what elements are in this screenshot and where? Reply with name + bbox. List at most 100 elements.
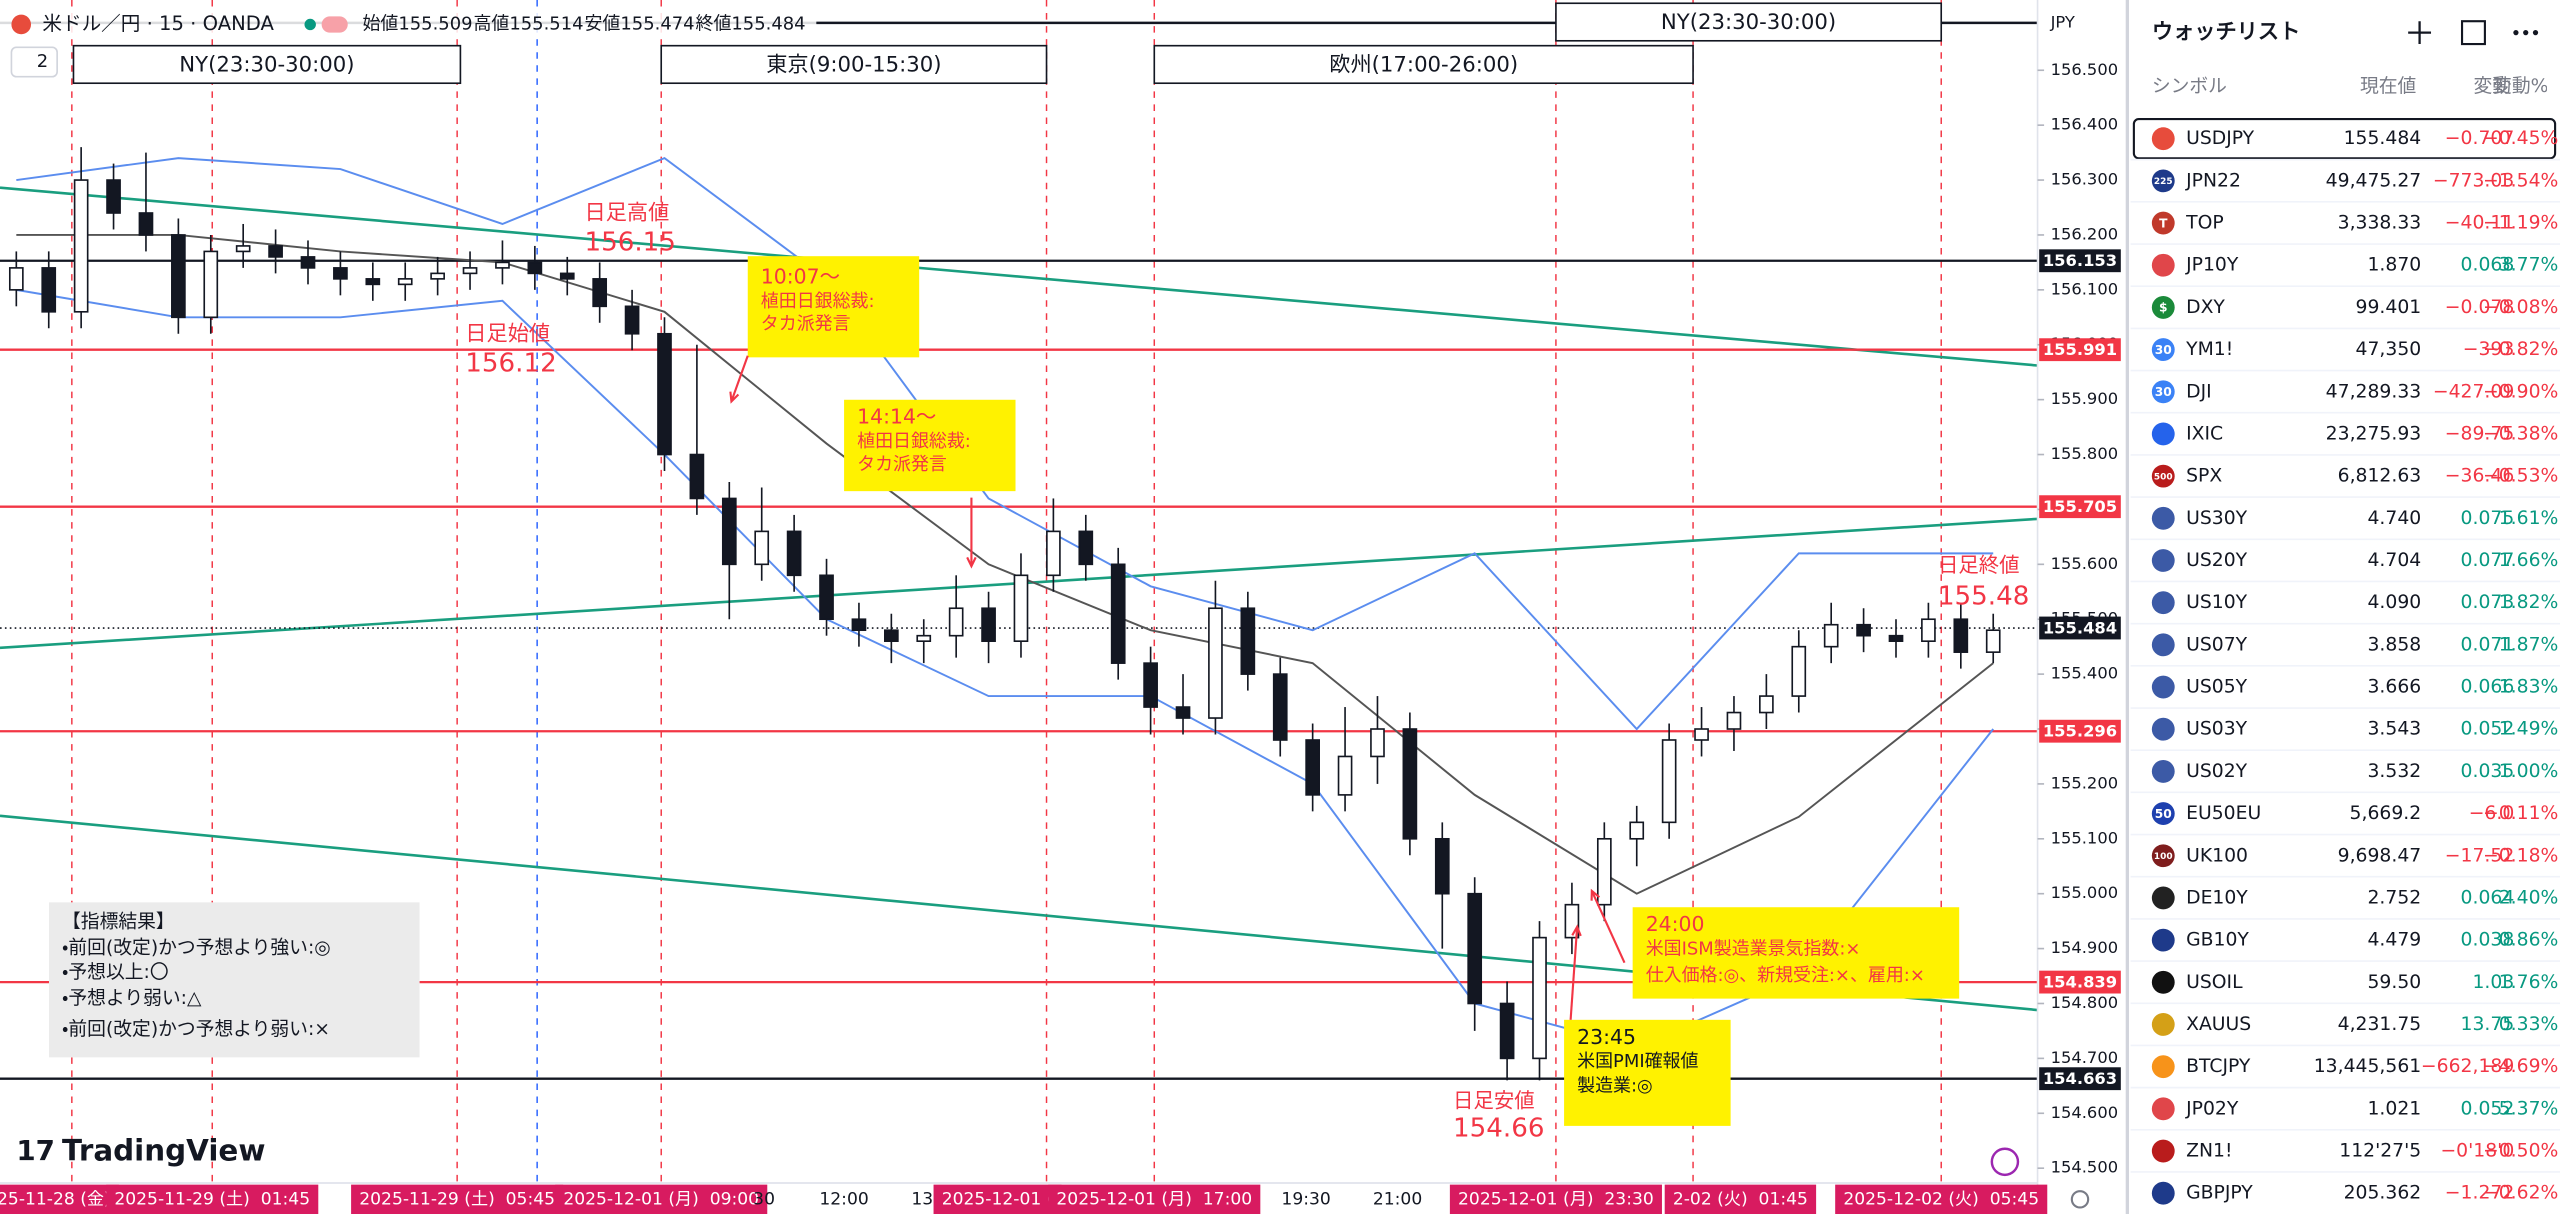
badge-text: 100 (2154, 852, 2173, 862)
symbol[interactable]: GBPJPY (2186, 1183, 2253, 1204)
symbol-badge[interactable] (2151, 127, 2175, 151)
candle-body (1402, 728, 1418, 840)
annotation-text: 日足安値 (1453, 1088, 1535, 1112)
symbol[interactable]: IXIC (2186, 423, 2223, 444)
price: 3.532 (2367, 761, 2421, 782)
annotation-box (1564, 1019, 1731, 1126)
symbol-badge[interactable] (2151, 253, 2175, 277)
candle-body (1110, 563, 1126, 664)
symbol-badge[interactable] (2151, 380, 2175, 404)
change-percent: 1.87% (2499, 634, 2559, 655)
symbol[interactable]: US03Y (2186, 719, 2248, 740)
symbol[interactable]: SPX (2186, 466, 2222, 487)
symbol-badge[interactable] (2151, 506, 2175, 530)
symbol[interactable]: XAUUS (2186, 1014, 2251, 1035)
price: 5,669.2 (2350, 803, 2422, 824)
note-line: ・前回(改定)かつ予想より弱い:× (62, 1018, 330, 1040)
symbol[interactable]: DE10Y (2186, 887, 2248, 908)
symbol-badge[interactable] (2151, 717, 2175, 741)
y-tick-label: 155.900 (2051, 389, 2118, 408)
symbol[interactable]: US30Y (2186, 508, 2248, 529)
symbol[interactable]: USOIL (2186, 972, 2243, 993)
price: 9,698.47 (2338, 845, 2422, 866)
layers-button[interactable] (10, 46, 58, 78)
symbol[interactable]: US02Y (2186, 761, 2248, 782)
symbol-badge[interactable] (2151, 759, 2175, 783)
ohlc-value: 終値155.484 (696, 13, 806, 34)
symbol[interactable]: EU50EU (2186, 803, 2261, 824)
symbol-badge[interactable] (2151, 970, 2175, 994)
more-icon[interactable] (2523, 30, 2529, 36)
y-tick-label: 156.200 (2051, 224, 2118, 243)
candle-body (365, 278, 381, 286)
symbol[interactable]: USDJPY (2186, 128, 2255, 149)
change: −40.11 (2445, 213, 2514, 234)
symbol-badge[interactable] (2151, 422, 2175, 446)
settings-icon[interactable] (2070, 1190, 2090, 1209)
symbol[interactable]: GB10Y (2186, 930, 2249, 951)
change: 13.75 (2461, 1014, 2515, 1035)
symbol[interactable]: US10Y (2186, 592, 2248, 613)
status-pill (321, 16, 348, 33)
annotation-text: 植田日銀総裁: (857, 430, 971, 452)
symbol[interactable]: YM1! (2185, 339, 2233, 360)
symbol[interactable]: DXY (2186, 297, 2225, 318)
symbol-badge[interactable] (2151, 211, 2175, 235)
annotation-text: 日足高値 (584, 201, 669, 226)
change: −0.707 (2445, 128, 2514, 149)
change: 0.038 (2461, 930, 2515, 951)
watchlist-title[interactable]: ウォッチリスト (2152, 20, 2300, 45)
time-label-group: 2025-12-02 (火) 05:45 (1835, 1184, 2048, 1214)
change: 0.064 (2461, 887, 2515, 908)
y-tick-label: 156.400 (2051, 115, 2118, 134)
symbol[interactable]: US07Y (2186, 634, 2248, 655)
symbol-badge[interactable] (2151, 1139, 2175, 1163)
assistant-icon[interactable] (1990, 1147, 2020, 1177)
symbol[interactable]: ZN1! (2186, 1141, 2232, 1162)
candle-body (1856, 623, 1871, 637)
symbol[interactable]: JP10Y (2185, 255, 2239, 276)
symbol-badge[interactable] (2151, 675, 2175, 699)
symbol[interactable]: US20Y (2186, 550, 2248, 571)
change-percent: −1.54% (2483, 170, 2558, 191)
symbol-badge[interactable] (2151, 169, 2175, 193)
more-icon[interactable] (2513, 30, 2519, 36)
symbol[interactable]: JPN22 (2185, 170, 2241, 191)
symbol-badge[interactable] (2151, 1013, 2175, 1036)
change-percent: −0.08% (2483, 297, 2558, 318)
column-header: 変動% (2493, 75, 2548, 97)
level-label: 154.663 (2043, 1069, 2117, 1088)
change-percent: 0.86% (2499, 930, 2559, 951)
more-icon[interactable] (2532, 30, 2539, 36)
symbol-title: 米ドル／円 · 15 · OANDA (42, 12, 274, 35)
symbol-badge[interactable] (2151, 844, 2175, 868)
symbol-badge[interactable] (2151, 802, 2175, 825)
symbol[interactable]: DJI (2186, 381, 2212, 402)
symbol-badge[interactable] (2151, 633, 2175, 657)
symbol[interactable]: US05Y (2186, 677, 2248, 698)
layout-icon[interactable] (2460, 20, 2486, 46)
change: −36.46 (2445, 466, 2514, 487)
status-dot (304, 18, 316, 31)
level-label: 154.839 (2043, 972, 2117, 991)
candle-body (721, 497, 737, 566)
price: 1.870 (2367, 255, 2421, 276)
symbol-badge[interactable] (2151, 1055, 2175, 1079)
session-label: NY(23:30-30:00) (1661, 10, 1836, 35)
symbol-badge[interactable] (2151, 928, 2175, 952)
symbol[interactable]: UK100 (2186, 845, 2248, 866)
add-icon[interactable] (2408, 21, 2432, 45)
symbol[interactable]: BTCJPY (2186, 1056, 2251, 1077)
symbol-badge[interactable] (2151, 338, 2175, 362)
symbol-badge[interactable] (2151, 1181, 2175, 1205)
symbol-badge[interactable] (2151, 464, 2175, 488)
change-percent: 1.49% (2499, 719, 2559, 740)
symbol[interactable]: JP02Y (2185, 1098, 2239, 1119)
symbol-badge[interactable] (2151, 591, 2175, 615)
symbol-badge[interactable] (2151, 295, 2175, 319)
symbol-badge[interactable] (2151, 1097, 2175, 1121)
change-percent: −0.11% (2483, 803, 2558, 824)
symbol-badge[interactable] (2151, 549, 2175, 572)
symbol-badge[interactable] (2151, 886, 2175, 910)
symbol[interactable]: TOP (2185, 213, 2224, 234)
